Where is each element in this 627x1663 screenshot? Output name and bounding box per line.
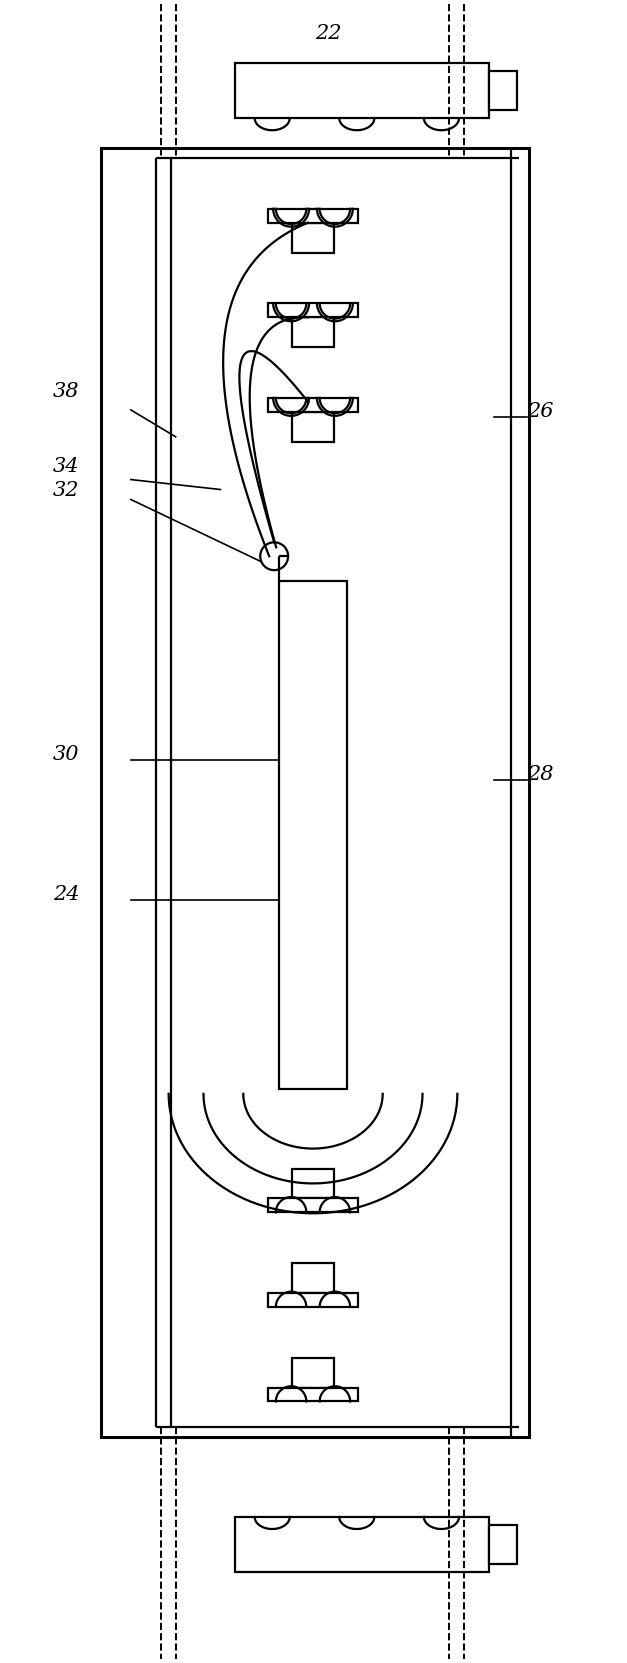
Bar: [489, 72, 517, 110]
Bar: [235, 63, 489, 118]
Text: 26: 26: [527, 402, 554, 421]
Bar: [268, 397, 358, 412]
Bar: [268, 303, 358, 318]
Bar: [292, 412, 334, 442]
Text: 24: 24: [53, 885, 80, 903]
Text: 30: 30: [53, 745, 80, 765]
Bar: [292, 223, 334, 253]
Text: 32: 32: [53, 482, 80, 501]
Bar: [268, 1292, 358, 1307]
Text: 34: 34: [53, 457, 80, 476]
Bar: [292, 318, 334, 348]
Bar: [235, 1517, 489, 1572]
Bar: [101, 148, 529, 1437]
Bar: [489, 1525, 517, 1563]
Bar: [279, 580, 347, 1089]
Text: 38: 38: [53, 382, 80, 401]
Bar: [268, 1199, 358, 1212]
Bar: [268, 210, 358, 223]
Text: 22: 22: [315, 23, 342, 43]
Bar: [268, 1387, 358, 1402]
Bar: [292, 1357, 334, 1387]
Text: 28: 28: [527, 765, 554, 785]
Bar: [292, 1169, 334, 1199]
Bar: [292, 1264, 334, 1292]
